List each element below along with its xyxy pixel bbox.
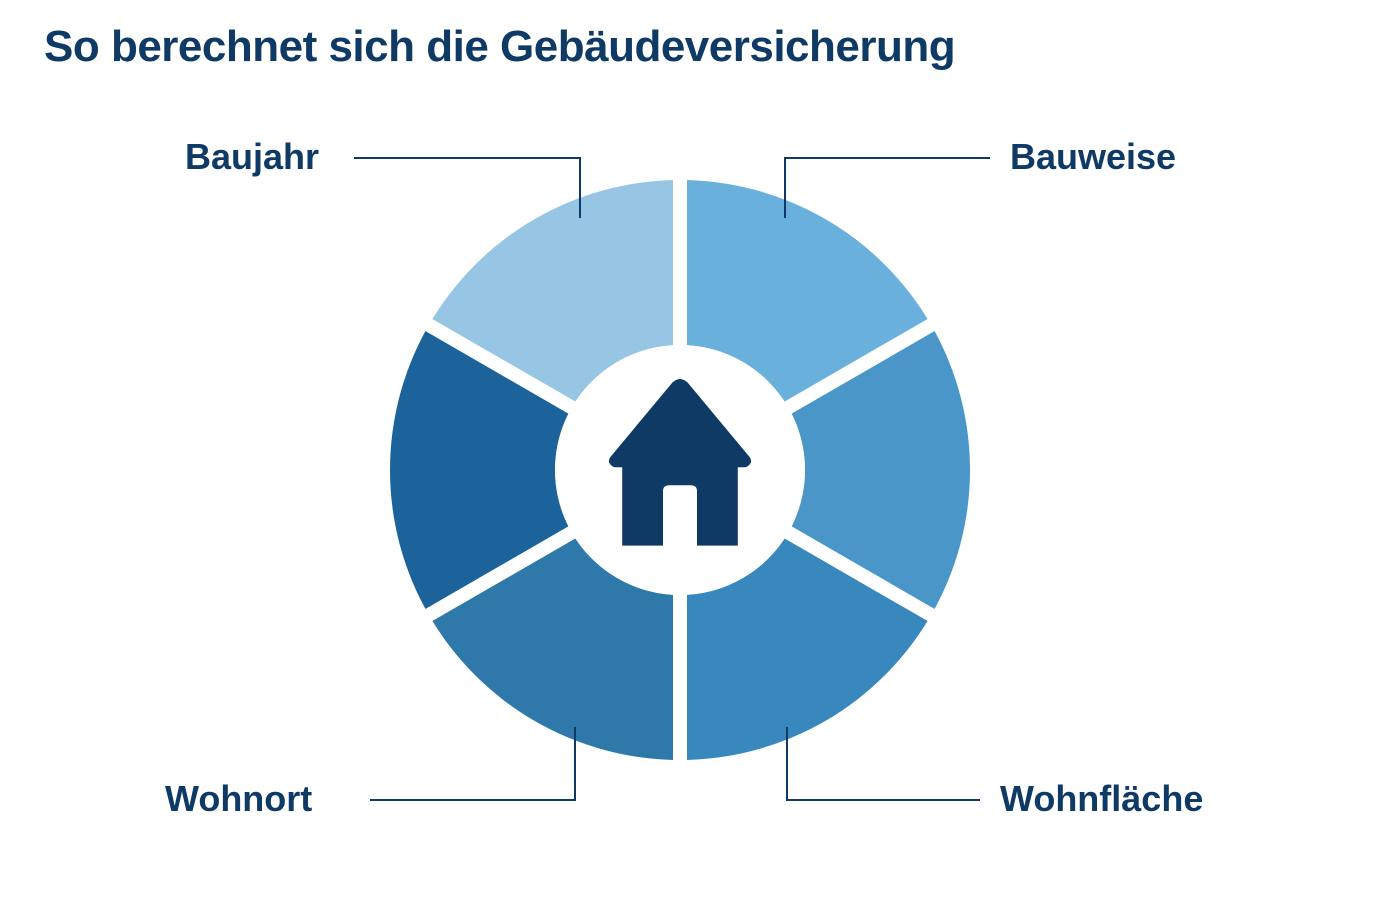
callout-line-bauweise <box>785 158 990 218</box>
callout-label-baujahr: Baujahr <box>185 136 319 178</box>
callout-label-bauweise: Bauweise <box>1010 136 1176 178</box>
callout-label-wohnflaeche: Wohnfläche <box>1000 778 1203 820</box>
center-icon-group <box>555 345 805 595</box>
callout-line-wohnort <box>370 727 575 800</box>
callout-label-wohnort: Wohnort <box>165 778 312 820</box>
callout-line-wohnflaeche <box>787 727 980 800</box>
infographic-page: So berechnet sich die Gebäudeversicherun… <box>0 0 1376 918</box>
callout-line-baujahr <box>354 158 580 218</box>
